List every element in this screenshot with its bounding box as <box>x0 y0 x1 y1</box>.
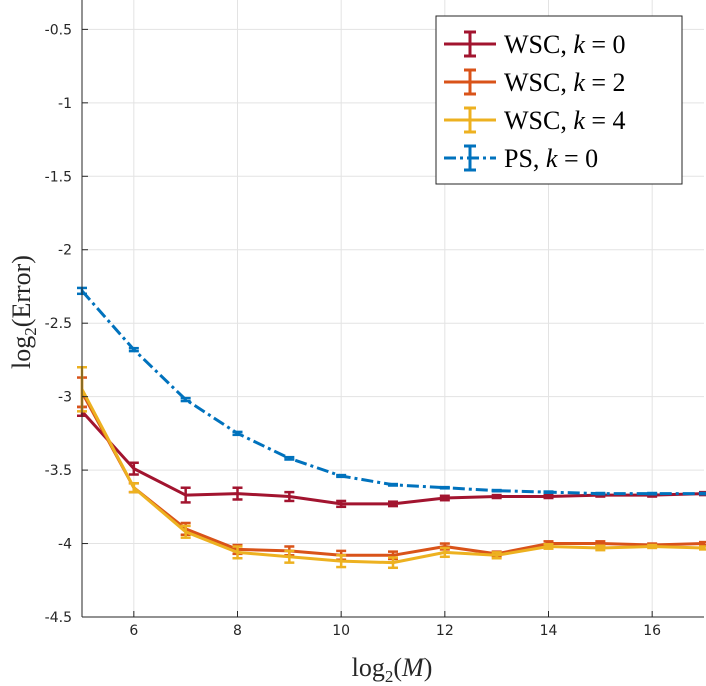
error-bar <box>128 346 139 353</box>
y-tick-label: -4.5 <box>45 610 72 626</box>
error-bar <box>595 544 606 552</box>
error-bar <box>543 493 554 500</box>
error-bar <box>128 482 139 494</box>
error-bar <box>439 546 450 559</box>
y-tick-label: -2 <box>58 243 72 259</box>
legend-item-wsc-k0: WSC, k = 0 <box>444 30 626 59</box>
error-bar <box>543 490 554 494</box>
error-bar <box>284 490 295 503</box>
x-tick-label: 10 <box>332 623 350 639</box>
x-tick-label: 12 <box>436 623 454 639</box>
error-bar <box>180 396 191 403</box>
grid <box>82 0 704 618</box>
error-bar <box>232 545 243 560</box>
x-axis-label: log2(M) <box>352 653 433 686</box>
error-bar <box>232 430 243 437</box>
error-bar <box>699 545 706 551</box>
error-bar <box>699 540 706 547</box>
error-bar <box>439 485 450 490</box>
tick-labels: 6 8 10 12 14 16 -4.5 -4 -3.5 -3 -2.5 -2 -1.5 -1 -0.5 <box>45 22 661 639</box>
legend-label-ps-k0: PS, k = 0 <box>504 144 598 173</box>
error-bar <box>647 543 658 550</box>
y-tick-label: -2.5 <box>45 316 72 332</box>
x-tick-label: 8 <box>233 623 242 639</box>
y-axis-label: log2(Error) <box>7 255 40 369</box>
legend-label-wsc-k2: WSC, k = 2 <box>504 68 626 97</box>
error-bar <box>595 491 606 496</box>
y-tick-label: -1 <box>58 96 72 112</box>
error-bar <box>543 543 554 550</box>
error-bar <box>336 473 347 479</box>
series-layer <box>77 286 706 570</box>
legend: WSC, k = 0 WSC, k = 2 WSC, k = 4 PS, k =… <box>435 15 683 185</box>
x-tick-label: 14 <box>540 623 558 639</box>
error-bar <box>336 499 347 509</box>
error-bar <box>232 486 243 501</box>
legend-label-wsc-k0: WSC, k = 0 <box>504 30 626 59</box>
error-bar <box>491 493 502 500</box>
error-bar <box>284 549 295 564</box>
legend-label-wsc-k4: WSC, k = 4 <box>504 106 626 135</box>
y-tick-label: -4 <box>58 537 72 553</box>
y-tick-label: -1.5 <box>45 169 72 185</box>
error-bar <box>388 500 398 508</box>
y-tick-label: -3.5 <box>45 463 72 479</box>
error-bar <box>336 554 347 569</box>
error-bar <box>699 491 706 496</box>
error-bar <box>180 524 191 539</box>
legend-item-wsc-k2: WSC, k = 2 <box>444 68 626 97</box>
legend-item-ps-k0: PS, k = 0 <box>444 144 598 173</box>
x-tick-label: 6 <box>129 623 138 639</box>
x-tick-label: 16 <box>643 623 661 639</box>
error-bar <box>439 494 450 502</box>
y-tick-label: -0.5 <box>45 22 72 38</box>
error-bar <box>647 491 658 496</box>
error-bar <box>284 455 295 461</box>
error-bar <box>180 486 191 504</box>
error-bar <box>491 488 502 493</box>
legend-item-wsc-k4: WSC, k = 4 <box>444 106 626 135</box>
error-bar <box>388 556 398 570</box>
series-3 <box>77 286 706 496</box>
error-bar <box>128 461 139 476</box>
error-bar <box>491 551 502 560</box>
error-bar <box>388 482 398 487</box>
axes <box>81 0 704 618</box>
y-tick-label: -3 <box>58 390 72 406</box>
